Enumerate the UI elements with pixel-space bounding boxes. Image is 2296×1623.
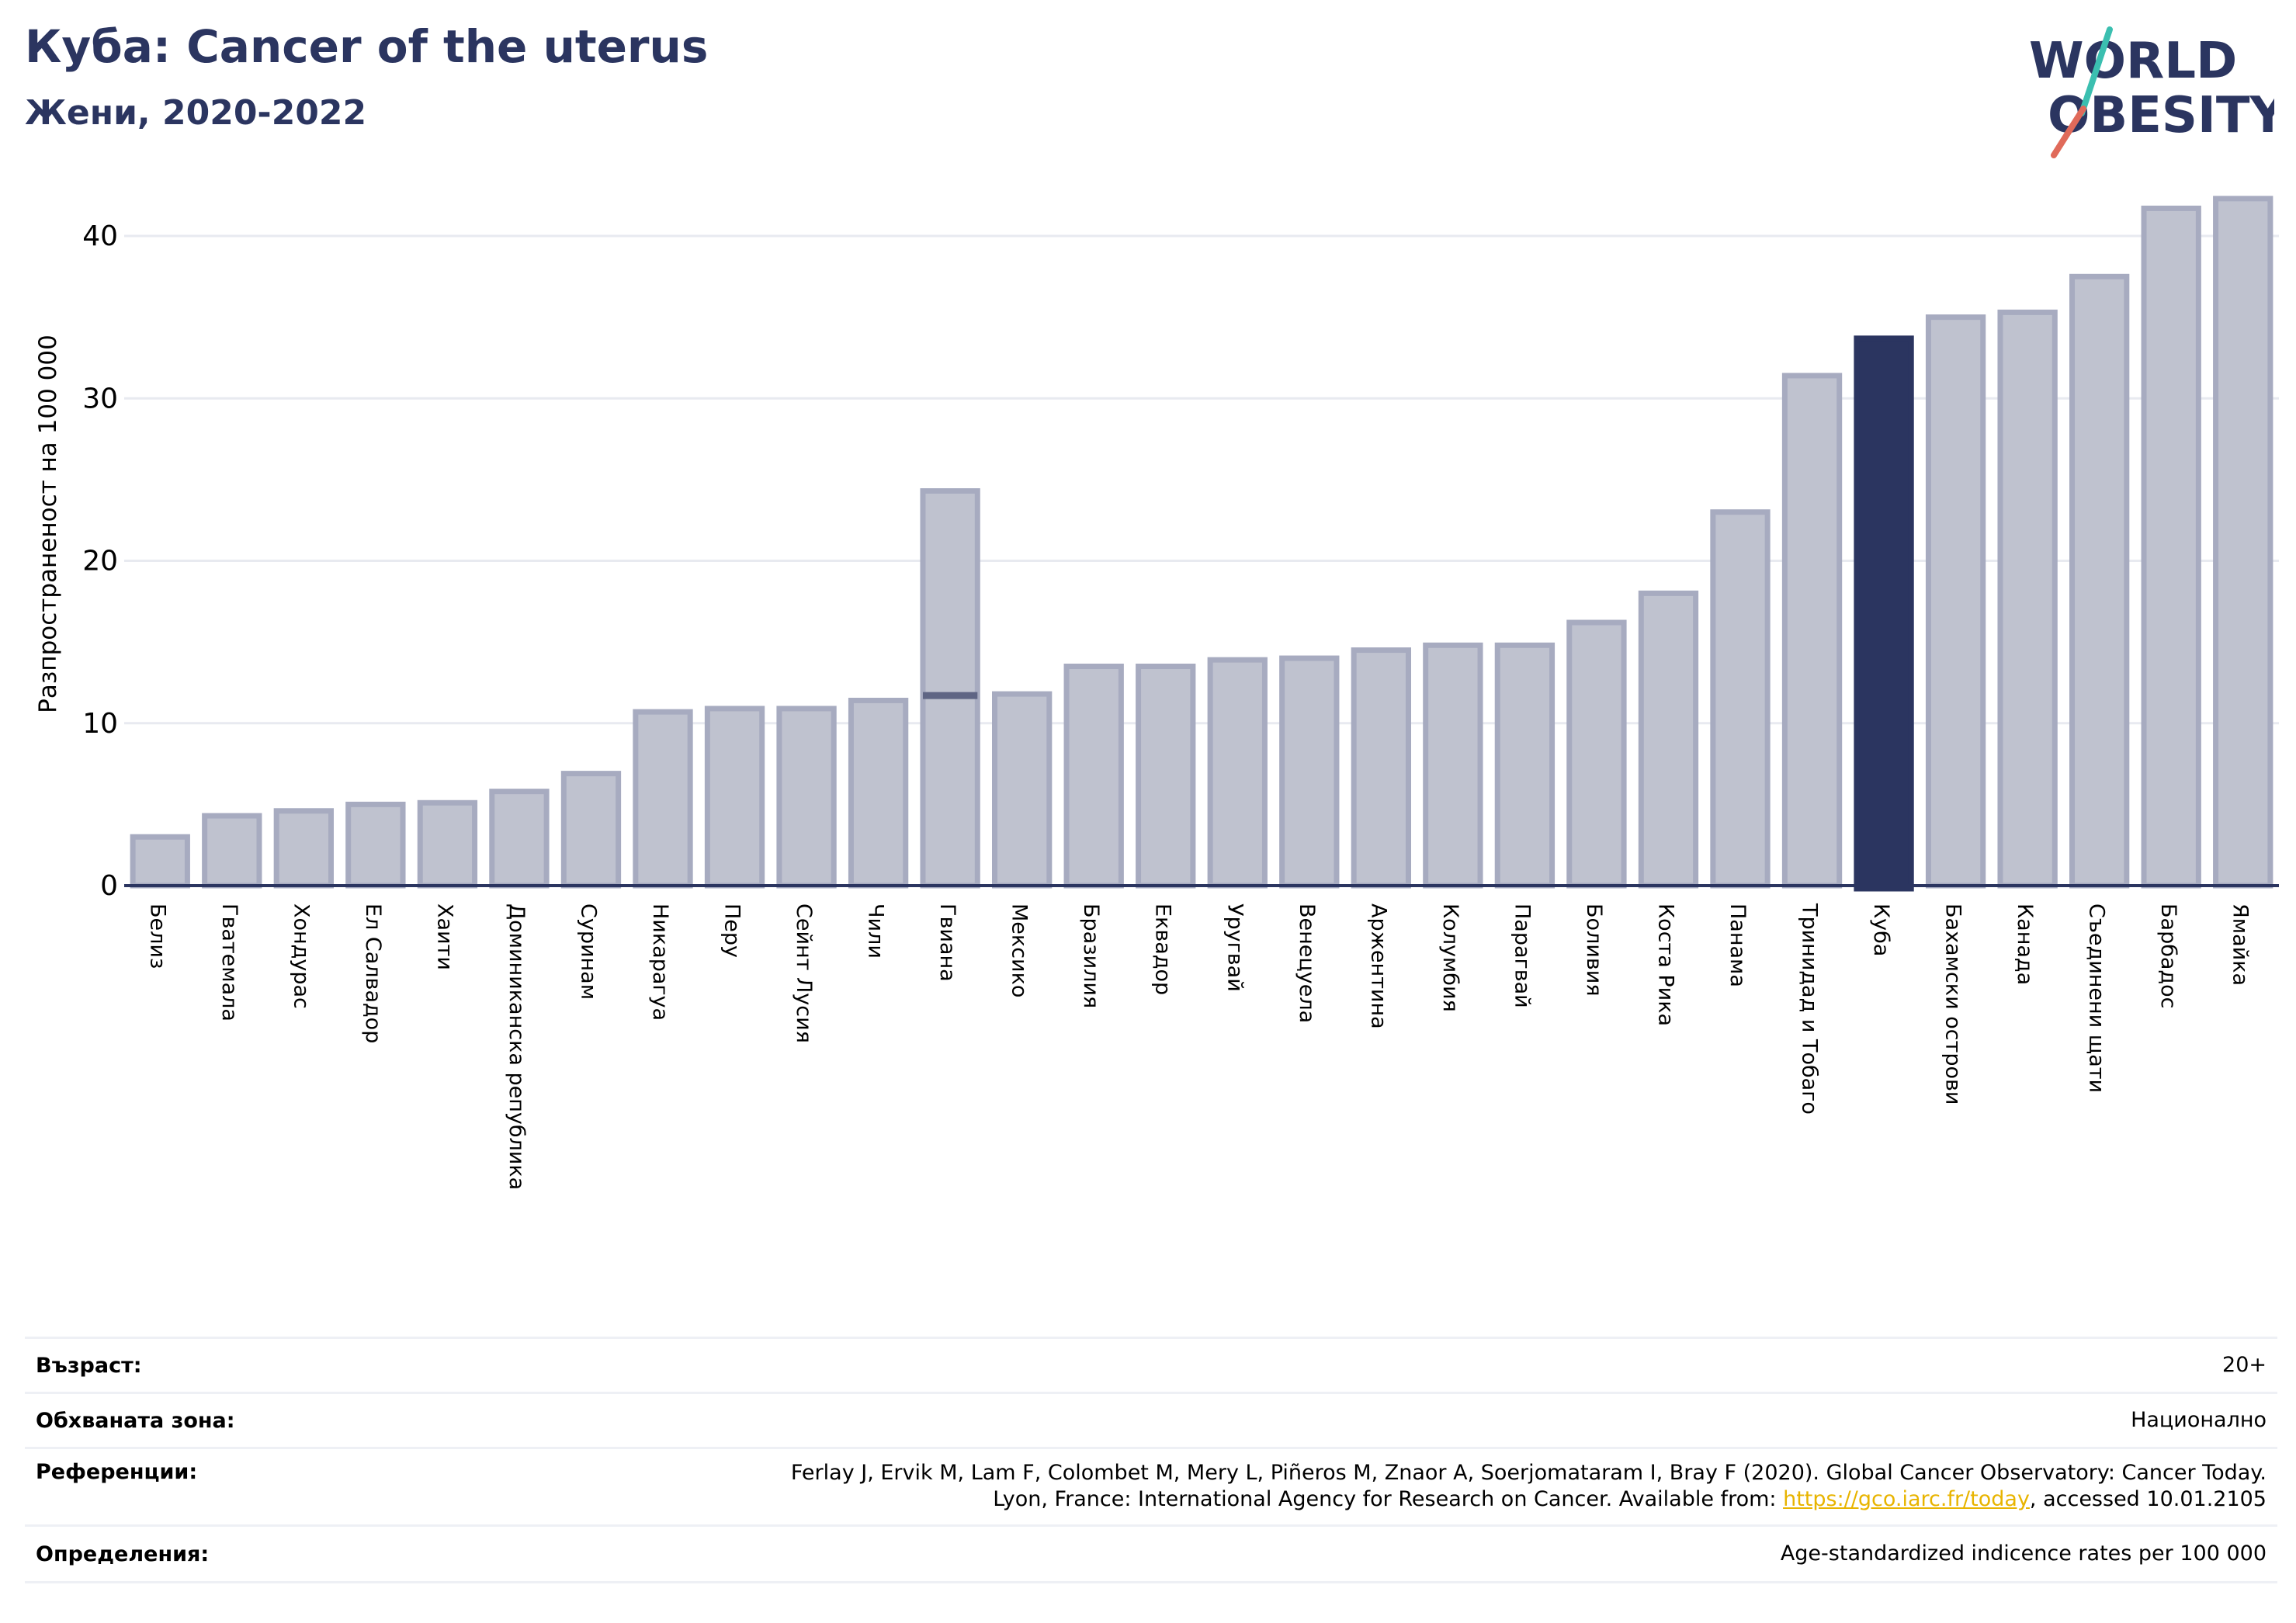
bar: [1854, 335, 1914, 892]
y-tick-label: 0: [100, 870, 118, 902]
info-row-references: Референции: Ferlay J, Ervik M, Lam F, Co…: [25, 1447, 2277, 1524]
definitions-label: Определения:: [36, 1542, 210, 1566]
bar: [992, 691, 1053, 889]
x-tick-label: Аржентина: [1366, 903, 1390, 1029]
bar: [1638, 590, 1699, 889]
world-obesity-logo: WORLD OBESITY: [2029, 26, 2274, 158]
x-tick-label: Доминиканска република: [505, 903, 529, 1190]
x-tick-label: Хаити: [432, 903, 456, 970]
x-tick-label: Гватемала: [217, 903, 241, 1021]
x-tick-label: Гвиана: [935, 903, 959, 982]
bar: [1997, 309, 2058, 889]
x-tick-label: Венецуела: [1295, 903, 1319, 1023]
y-axis-label: Разпространеност на 100 000: [34, 335, 62, 713]
chart-subtitle: Жени, 2020-2022: [25, 93, 367, 133]
bar: [1423, 642, 1483, 889]
info-table: Възраст: 20+ Обхваната зона: Национално …: [25, 1337, 2277, 1583]
logo-line1: WORLD: [2029, 33, 2237, 90]
bar: [130, 834, 190, 889]
bar-chart: 0 10 20 30 40 Белиз Гватемала Хондурас Ел Салва…: [34, 196, 2279, 1190]
bar: [2213, 196, 2273, 889]
y-tick-label: 30: [82, 383, 118, 414]
bar: [1063, 664, 1124, 889]
gridlines: [124, 234, 2279, 725]
references-line2-prefix: Lyon, France: International Agency for R…: [993, 1487, 1784, 1511]
info-row-definitions: Определения: Age-standardized indicence …: [25, 1524, 2277, 1583]
age-label: Възраст:: [36, 1353, 142, 1378]
x-tick-label: Парагвай: [1510, 903, 1534, 1008]
x-tick-label: Бахамски острови: [1941, 903, 1965, 1105]
x-tick-label: Уругвай: [1223, 903, 1247, 992]
x-tick-label: Колумбия: [1438, 903, 1462, 1012]
bar: [1279, 655, 1340, 889]
x-tick-label: Чили: [864, 903, 888, 959]
bar: [1925, 314, 1986, 889]
y-tick-label: 10: [82, 708, 118, 740]
bar: [633, 709, 693, 889]
bar: [704, 706, 765, 889]
age-value: 20+: [2222, 1353, 2267, 1377]
bar: [1566, 619, 1627, 889]
x-tick-label: Мексико: [1008, 903, 1032, 997]
references-link[interactable]: https://gco.iarc.fr/today: [1783, 1487, 2030, 1511]
y-tick-label: 20: [82, 546, 118, 577]
x-tick-label: Ямайка: [2228, 903, 2253, 986]
x-tick-label: Никарагуа: [648, 903, 672, 1021]
x-tick-label: Коста Рика: [1653, 903, 1677, 1026]
y-axis-ticks: 0 10 20 30 40: [82, 220, 118, 902]
bar: [273, 808, 334, 889]
x-tick-label: Белиз: [145, 903, 169, 969]
info-row-age: Възраст: 20+: [25, 1337, 2277, 1392]
x-tick-label: Панама: [1725, 903, 1750, 987]
x-tick-label: Съединени щати: [2085, 903, 2109, 1093]
bar: [2069, 273, 2130, 889]
bar: [1136, 664, 1196, 889]
bar: [1351, 647, 1411, 889]
x-tick-label: Канада: [2013, 903, 2037, 985]
logo-slash-top: [2079, 26, 2113, 116]
x-tick-label: Тринидад и Тобаго: [1798, 903, 1822, 1115]
bar: [2141, 205, 2201, 889]
bar: [848, 697, 909, 889]
x-tick-label: Хондурас: [289, 903, 313, 1009]
references-value: Ferlay J, Ervik M, Lam F, Colombet M, Me…: [791, 1460, 2277, 1513]
coverage-label: Обхваната зона:: [36, 1408, 235, 1433]
coverage-value: Национално: [2131, 1408, 2267, 1432]
bar: [560, 771, 622, 889]
x-tick-label: Ел Салвадор: [361, 903, 385, 1043]
bar: [1710, 509, 1771, 889]
x-tick-label: Куба: [1869, 903, 1893, 956]
x-tick-label: Перу: [720, 903, 744, 958]
x-tick-label: Барбадос: [2156, 903, 2180, 1008]
x-tick-label: Бразилия: [1079, 903, 1103, 1008]
x-tick-label: Боливия: [1582, 903, 1606, 997]
bar: [1207, 657, 1268, 889]
bar: [345, 801, 406, 889]
references-line2-suffix: , accessed 10.01.2105: [2029, 1487, 2267, 1511]
bar: [920, 488, 980, 889]
bar: [1781, 373, 1843, 889]
references-line1: Ferlay J, Ervik M, Lam F, Colombet M, Me…: [790, 1461, 2267, 1485]
bars: [130, 196, 2273, 892]
x-tick-label: Сейнт Лусия: [792, 903, 816, 1043]
bar: [776, 706, 837, 889]
bar: [417, 799, 478, 889]
references-label: Референции:: [36, 1460, 198, 1484]
x-tick-label: Еквадор: [1151, 903, 1175, 995]
x-tick-label: Суринам: [576, 903, 600, 1000]
bar: [489, 789, 550, 889]
info-row-coverage: Обхваната зона: Национално: [25, 1392, 2277, 1447]
bar: [202, 813, 262, 889]
chart-title: Куба: Cancer of the uterus: [25, 20, 709, 73]
bar: [1494, 642, 1556, 889]
y-tick-label: 40: [82, 220, 118, 252]
x-axis-labels: Белиз Гватемала Хондурас Ел Салвадор Хаити До…: [145, 903, 2252, 1190]
definitions-value: Age-standardized indicence rates per 100…: [1780, 1542, 2267, 1566]
logo-slash-bottom: [2051, 106, 2086, 158]
